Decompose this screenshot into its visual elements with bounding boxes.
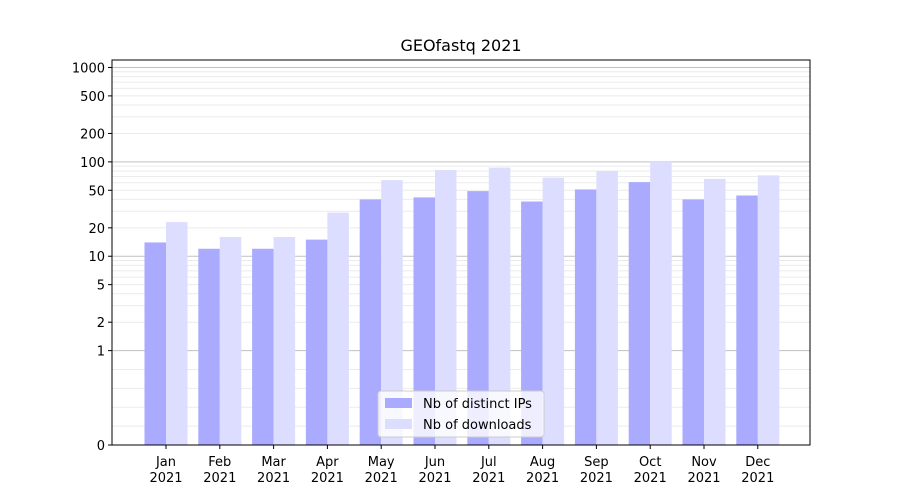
legend-swatch [385,398,412,408]
bar-downloads [757,175,780,446]
x-tick-label-year: 2021 [418,471,451,486]
plot-frame [111,59,811,446]
x-tick-label-month: Dec [745,455,770,470]
bar-downloads [542,177,565,446]
x-tick-label-year: 2021 [472,471,505,486]
legend-box [377,390,545,438]
y-tick-label: 2 [97,316,105,331]
bar-distinct-ips [521,201,543,445]
bar-distinct-ips [413,197,435,445]
legend: Nb of distinct IPs Nb of downloads [377,390,545,438]
y-tick-label: 20 [88,222,105,237]
y-tick-label: 100 [80,156,105,171]
x-tick-label-month: Jan [155,455,176,470]
bar-downloads [327,212,349,445]
x-tick-label-year: 2021 [526,471,559,486]
x-tick-label-month: May [368,455,395,470]
x-tick-label-year: 2021 [687,471,720,486]
x-tick-label-year: 2021 [634,471,667,486]
bar-distinct-ips [467,191,489,445]
bar-downloads [381,180,403,445]
x-tick-label-year: 2021 [580,471,613,486]
y-tick-label: 10 [88,250,105,265]
y-tick-label: 1 [97,345,105,360]
bars-layer [144,161,780,446]
y-tick-label: 200 [80,127,105,142]
x-tick-label-month: Jun [424,455,445,470]
legend-label: Nb of downloads [423,418,532,433]
bar-distinct-ips [305,239,328,445]
y-tick-label: 0 [97,439,105,454]
y-axis: 0 1 2 5 10 20 50 100 200 500 1000 [72,61,112,454]
legend-label: Nb of distinct IPs [423,397,532,412]
bar-downloads [488,167,511,445]
bar-distinct-ips [682,199,704,445]
x-tick-label-year: 2021 [311,471,344,486]
bar-downloads [273,236,296,445]
x-tick-label-year: 2021 [203,471,236,486]
bar-downloads [435,169,457,446]
x-tick-label-month: Apr [316,455,339,470]
y-tick-label: 1000 [72,61,105,76]
chart-title: GEOfastq 2021 [400,36,521,55]
x-tick-label-year: 2021 [149,471,182,486]
legend-swatch [385,419,412,429]
x-tick-label-month: Oct [639,455,661,470]
y-tick-label: 5 [97,279,105,294]
bar-distinct-ips [198,248,220,445]
y-tick-label: 50 [88,184,105,199]
x-tick-label-year: 2021 [365,471,398,486]
bar-downloads [704,178,726,445]
bar-downloads [166,222,188,445]
bar-distinct-ips [574,189,597,445]
x-tick-label-year: 2021 [741,471,774,486]
bar-distinct-ips [144,242,166,445]
bar-downloads [596,171,618,446]
bar-downloads [219,236,242,445]
bar-distinct-ips [252,248,274,445]
bar-downloads [650,161,672,445]
x-tick-label-month: Jul [480,455,497,470]
x-tick-label-month: Feb [208,455,231,470]
x-tick-label-month: Mar [261,455,286,470]
x-tick-label-month: Aug [530,455,555,470]
x-tick-label-year: 2021 [257,471,290,486]
bar-distinct-ips [359,199,382,445]
x-axis: Jan2021Feb2021Mar2021Apr2021May2021Jun20… [149,445,774,486]
bar-distinct-ips [736,195,758,445]
x-tick-label-month: Nov [691,455,717,470]
x-tick-label-month: Sep [584,455,609,470]
y-tick-label: 500 [80,90,105,105]
bar-distinct-ips [628,182,651,445]
